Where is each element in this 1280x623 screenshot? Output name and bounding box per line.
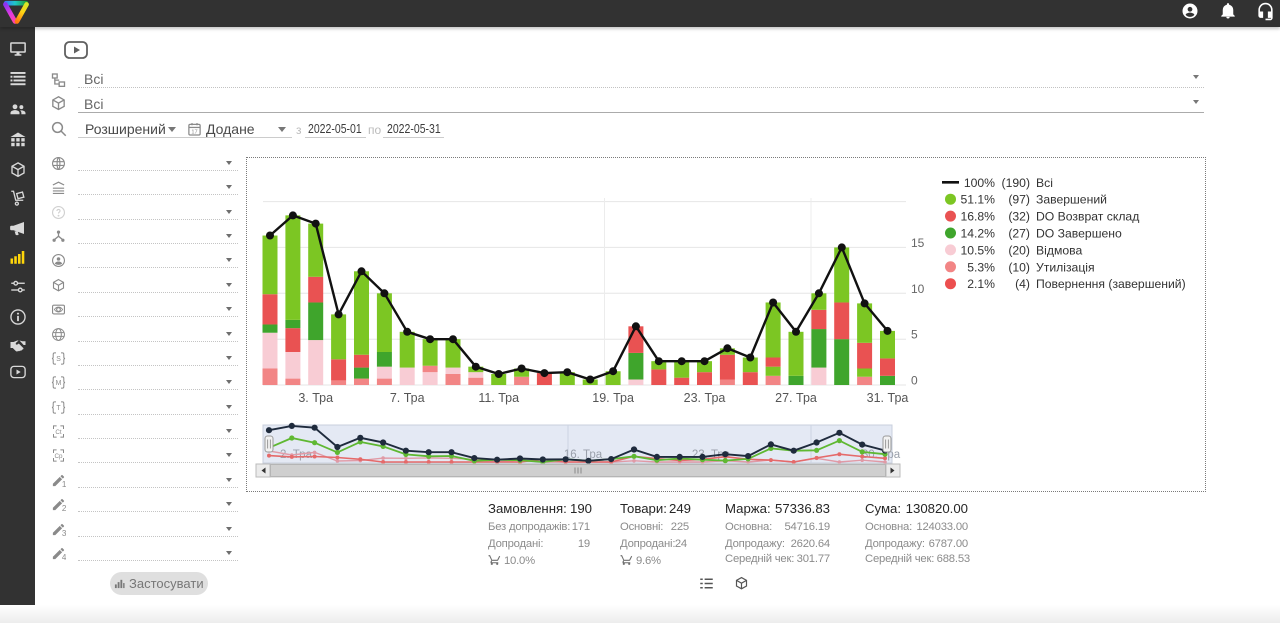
svg-text:5: 5 xyxy=(911,328,918,342)
svg-text:14.2%: 14.2% xyxy=(960,227,995,241)
svg-text:27. Тра: 27. Тра xyxy=(775,391,817,405)
svg-text:Відмова: Відмова xyxy=(1036,243,1082,257)
svg-text:16.8%: 16.8% xyxy=(960,210,995,224)
svg-text:DO Возврат склад: DO Возврат склад xyxy=(1036,210,1139,224)
svg-text:2.1%: 2.1% xyxy=(967,277,995,291)
svg-text:Cp: Cp xyxy=(55,453,64,460)
svg-text:Ct: Ct xyxy=(55,429,62,436)
svg-text:7. Тра: 7. Тра xyxy=(390,391,425,405)
svg-text:2: 2 xyxy=(62,504,66,512)
svg-text:31. Тра: 31. Тра xyxy=(867,391,909,405)
svg-text:Завершений: Завершений xyxy=(1036,193,1107,207)
svg-text:10: 10 xyxy=(911,282,925,296)
svg-text:Повернення (завершений): Повернення (завершений) xyxy=(1036,277,1186,291)
svg-text:(32): (32) xyxy=(1008,210,1030,224)
svg-text:(97): (97) xyxy=(1008,193,1030,207)
svg-text:30. Тра: 30. Тра xyxy=(862,449,901,461)
svg-text:4: 4 xyxy=(62,553,66,561)
svg-text:100%: 100% xyxy=(964,176,995,190)
svg-text:S: S xyxy=(56,356,61,363)
svg-text:10.5%: 10.5% xyxy=(960,243,995,257)
svg-text:0: 0 xyxy=(911,374,918,388)
svg-text:11. Тра: 11. Тра xyxy=(478,391,519,405)
svg-text:5.3%: 5.3% xyxy=(967,260,995,274)
svg-text:DO Завершено: DO Завершено xyxy=(1036,227,1122,241)
svg-text:3: 3 xyxy=(62,529,66,537)
svg-text:17: 17 xyxy=(191,129,197,135)
svg-text:(4): (4) xyxy=(1015,277,1030,291)
svg-text:16. Тра: 16. Тра xyxy=(564,449,603,461)
svg-text:Всі: Всі xyxy=(1036,176,1053,190)
svg-text:23. Тра: 23. Тра xyxy=(684,391,726,405)
svg-text:(190): (190) xyxy=(1002,176,1030,190)
svg-text:T: T xyxy=(56,405,61,412)
svg-text:3. Тра: 3. Тра xyxy=(298,391,333,405)
svg-text:51.1%: 51.1% xyxy=(960,193,995,207)
svg-text:15: 15 xyxy=(911,236,925,250)
svg-text:M: M xyxy=(56,380,62,387)
svg-text:(20): (20) xyxy=(1008,243,1030,257)
svg-text:(10): (10) xyxy=(1008,260,1030,274)
svg-text:1: 1 xyxy=(62,480,66,488)
svg-text:Утилізація: Утилізація xyxy=(1036,260,1095,274)
svg-text:(27): (27) xyxy=(1008,227,1030,241)
svg-text:19. Тра: 19. Тра xyxy=(592,391,634,405)
